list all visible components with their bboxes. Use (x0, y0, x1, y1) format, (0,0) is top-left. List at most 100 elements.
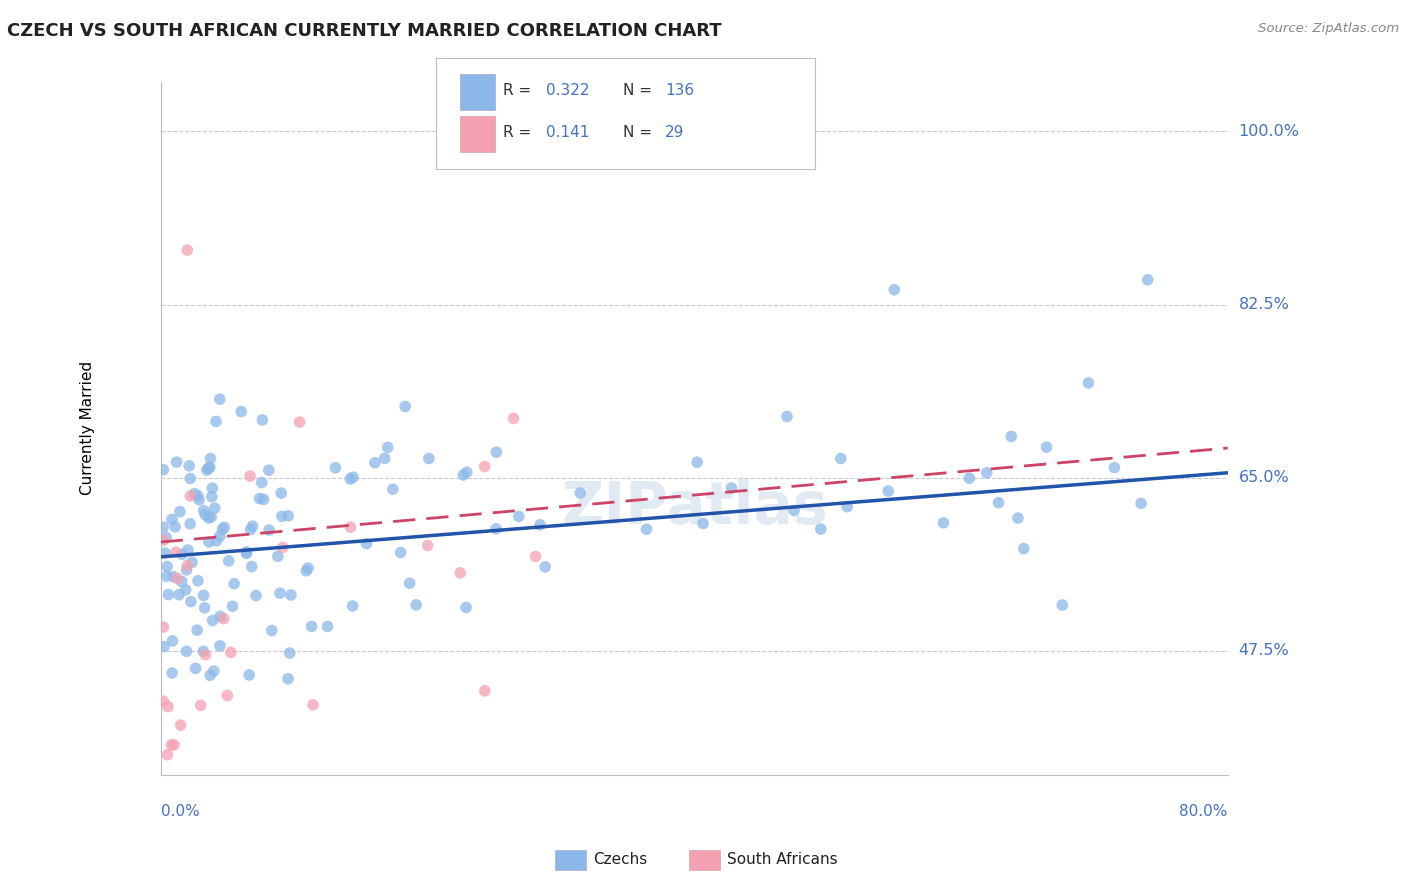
Point (277, 672, 299, 686)
Point (250, 475, 273, 490)
Point (883, 283, 905, 297)
Text: CZECH VS SOUTH AFRICAN CURRENTLY MARRIED CORRELATION CHART: CZECH VS SOUTH AFRICAN CURRENTLY MARRIED… (7, 22, 721, 40)
Point (217, 689, 239, 703)
Point (377, 440, 399, 454)
Point (157, 588, 180, 602)
Point (195, 463, 218, 477)
Point (277, 508, 299, 523)
Point (188, 492, 211, 507)
Point (252, 413, 274, 427)
Point (260, 624, 283, 638)
Point (194, 508, 217, 522)
Point (156, 569, 179, 583)
Point (163, 738, 186, 752)
Point (389, 545, 412, 559)
Point (278, 646, 301, 660)
Point (187, 574, 209, 588)
Point (201, 490, 224, 504)
Point (176, 243, 198, 257)
Point (201, 481, 224, 495)
Point (198, 668, 221, 682)
Point (235, 546, 257, 560)
Point (204, 501, 226, 516)
Point (342, 599, 364, 613)
Text: R =: R = (503, 126, 541, 140)
Point (179, 471, 201, 485)
Point (179, 516, 201, 531)
Text: Czechs: Czechs (593, 853, 648, 867)
Point (152, 620, 174, 634)
Point (418, 451, 440, 466)
Point (295, 564, 318, 578)
Point (194, 648, 217, 662)
Point (197, 461, 219, 475)
Point (155, 531, 177, 545)
Text: 82.5%: 82.5% (1239, 297, 1289, 312)
Point (198, 535, 221, 549)
Point (180, 594, 202, 608)
Point (152, 694, 174, 708)
Point (302, 698, 325, 712)
Point (316, 619, 339, 633)
Point (932, 516, 955, 530)
Text: N =: N = (623, 126, 662, 140)
Point (214, 520, 236, 534)
Point (239, 523, 262, 537)
Point (209, 609, 232, 624)
Point (405, 598, 427, 612)
Point (187, 489, 209, 503)
Point (257, 463, 280, 477)
Point (474, 683, 496, 698)
Text: N =: N = (623, 84, 657, 98)
Text: Currently Married: Currently Married (80, 361, 94, 495)
Text: 100.0%: 100.0% (1239, 124, 1299, 139)
Point (454, 600, 477, 615)
Point (267, 549, 290, 564)
Point (212, 611, 235, 625)
Point (249, 491, 271, 506)
Point (179, 489, 201, 503)
Point (686, 455, 709, 469)
Point (301, 619, 323, 633)
Point (1130, 496, 1153, 510)
Point (162, 634, 184, 648)
Point (508, 509, 530, 524)
Point (240, 559, 263, 574)
Point (170, 718, 193, 732)
Point (269, 586, 291, 600)
Point (280, 588, 302, 602)
Point (394, 400, 416, 414)
Point (153, 640, 176, 654)
Text: 80.0%: 80.0% (1180, 805, 1227, 819)
Point (720, 481, 742, 495)
Point (194, 600, 217, 615)
Point (325, 460, 347, 475)
Point (987, 496, 1010, 510)
Point (374, 451, 396, 466)
Point (976, 466, 998, 480)
Point (453, 468, 475, 483)
Point (245, 589, 267, 603)
Point (242, 519, 264, 533)
Point (339, 520, 361, 534)
Point (176, 563, 198, 577)
Point (183, 486, 205, 500)
Point (224, 576, 246, 591)
Point (270, 486, 292, 500)
Point (692, 516, 714, 531)
Point (381, 482, 404, 496)
Point (156, 747, 179, 762)
Point (837, 500, 859, 514)
Point (221, 599, 243, 614)
Point (830, 451, 852, 466)
Point (160, 665, 183, 680)
Text: 0.322: 0.322 (546, 84, 589, 98)
Point (534, 560, 557, 574)
Text: R =: R = (503, 84, 537, 98)
Text: 47.5%: 47.5% (1239, 643, 1289, 658)
Point (252, 492, 274, 507)
Point (176, 558, 198, 573)
Point (160, 738, 183, 752)
Point (205, 414, 228, 428)
Point (208, 392, 231, 407)
